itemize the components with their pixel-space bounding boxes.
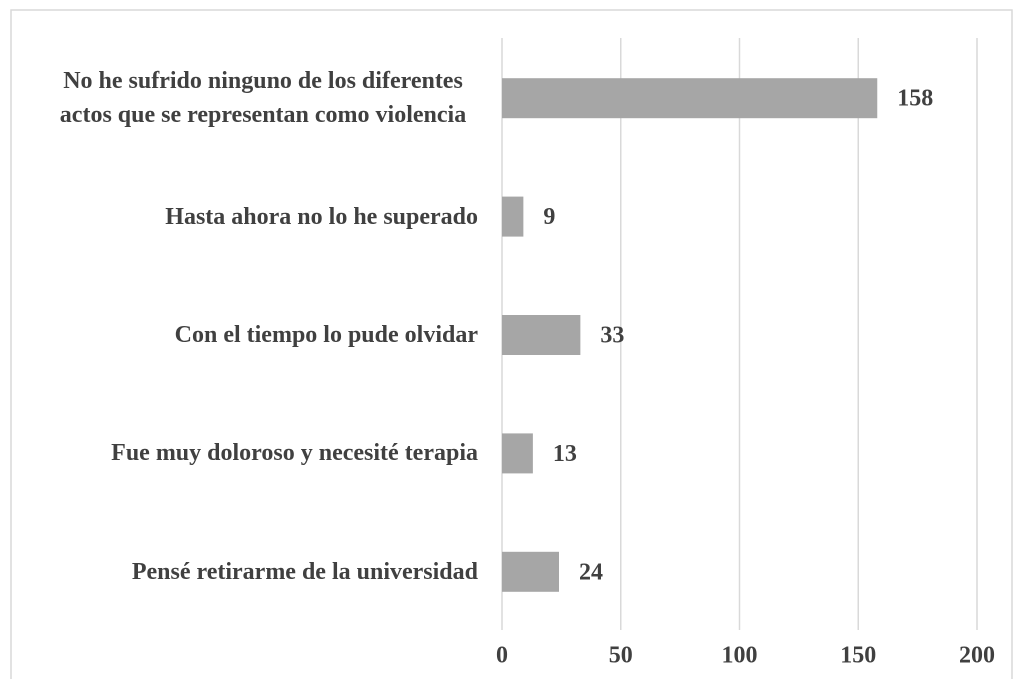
bar (502, 78, 878, 119)
y-tick-label: Pensé retirarme de la universidad (131, 558, 478, 585)
y-tick-label-box: Con el tiempo lo pude olvidar (0, 275, 478, 395)
value-label: 13 (553, 441, 577, 467)
y-tick-label-box: Fue muy doloroso y necesité terapia (0, 393, 478, 513)
y-tick-label-box: Pensé retirarme de la universidad (0, 512, 478, 632)
x-tick-label: 100 (722, 643, 758, 669)
x-tick-label: 50 (609, 643, 633, 669)
value-label: 24 (579, 559, 603, 585)
y-tick-label-box: No he sufrido ninguno de los diferentes … (0, 38, 478, 158)
value-label: 9 (543, 204, 555, 230)
bar (502, 433, 533, 474)
x-tick-label: 150 (840, 643, 876, 669)
y-tick-label-box: Hasta ahora no lo he superado (0, 157, 478, 277)
bar (502, 315, 581, 355)
chart-frame (10, 9, 1013, 679)
bar (502, 551, 559, 592)
y-tick-label: No he sufrido ninguno de los diferentes … (59, 68, 467, 129)
x-tick-label: 0 (496, 643, 508, 669)
value-label: 158 (897, 86, 933, 112)
bar (502, 196, 524, 237)
y-tick-label: Fue muy doloroso y necesité terapia (111, 440, 478, 467)
x-tick-label: 200 (959, 643, 995, 669)
value-label: 33 (600, 323, 624, 349)
y-tick-label: Hasta ahora no lo he superado (165, 203, 478, 230)
y-tick-label: Con el tiempo lo pude olvidar (174, 322, 478, 348)
